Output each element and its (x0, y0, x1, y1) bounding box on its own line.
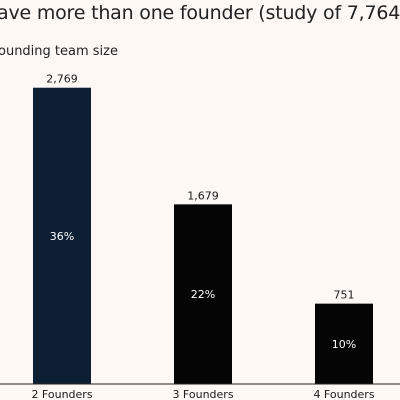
bar-2-founders (33, 87, 91, 384)
bar-4-founders (315, 303, 373, 384)
percent-label: 22% (191, 288, 215, 301)
value-label: 1,679 (187, 189, 219, 202)
category-label: 2 Founders (31, 388, 92, 400)
value-label: 751 (334, 289, 355, 302)
percent-label: 36% (50, 230, 74, 243)
percent-label: 10% (332, 338, 356, 351)
chart-title: ounding team size (0, 44, 118, 59)
headline: ave more than one founder (study of 7,76… (0, 2, 400, 24)
bar-3-founders (174, 204, 232, 384)
bars-layer (33, 87, 373, 384)
category-label: 3 Founders (172, 388, 233, 400)
category-label: 4 Founders (313, 388, 374, 400)
labels-layer: 2,769 36% 2 Founders 1,679 22% 3 Founders 751 1… (31, 73, 374, 400)
value-label: 2,769 (46, 73, 78, 86)
